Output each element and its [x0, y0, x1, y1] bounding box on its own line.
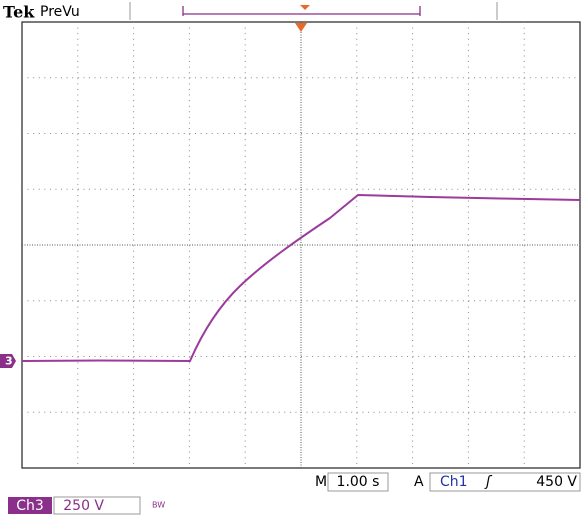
channel-name: Ch3 — [16, 498, 44, 514]
timebase: 1.00 s — [337, 474, 380, 490]
channel-scale: 250 V — [63, 498, 104, 514]
trigger-marker — [295, 23, 307, 32]
trigger-level: 450 V — [536, 474, 577, 490]
channel-marker — [0, 354, 16, 368]
trigger-source: Ch1 — [440, 474, 468, 490]
trigger-slope: ʃ — [484, 474, 493, 490]
trigger-box — [429, 472, 581, 492]
timebase-label: M — [315, 474, 327, 490]
trigger-position — [300, 5, 310, 10]
timebase-box — [327, 472, 389, 492]
channel-badge — [8, 497, 52, 514]
record-bracket — [182, 6, 421, 16]
bandwidth-limit: BW — [152, 501, 165, 510]
channel-scale-box — [53, 496, 141, 515]
waveform — [21, 193, 581, 363]
grid — [22, 22, 580, 468]
trigger-label: A — [414, 474, 424, 490]
channel-marker-label: 3 — [5, 355, 13, 368]
brand: Tek — [3, 3, 35, 22]
mode: PreVu — [40, 4, 80, 20]
